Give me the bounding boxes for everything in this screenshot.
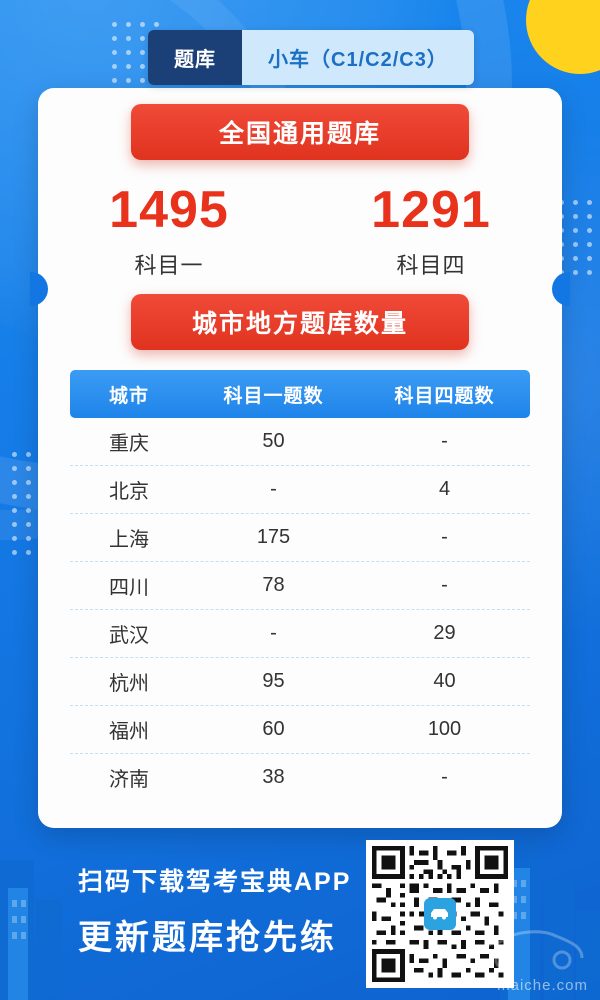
cell-subject-one: - xyxy=(270,478,277,500)
table-header-row: 城市 科目一题数 科目四题数 xyxy=(70,370,530,418)
footer-line-1: 扫码下载驾考宝典APP xyxy=(78,868,352,896)
stat-number: 1291 xyxy=(371,181,491,239)
cell-city: 武汉 xyxy=(109,625,149,647)
cell-city: 重庆 xyxy=(109,433,149,455)
dot-grid-right xyxy=(559,200,592,275)
cell-subject-one: 60 xyxy=(262,718,285,740)
cell-subject-one: - xyxy=(270,622,277,644)
ribbon-city-bank: 城市地方题库数量 xyxy=(131,294,469,350)
footer-text-block: 扫码下载驾考宝典APP 更新题库抢先练 xyxy=(78,862,351,959)
table-header-subject-four: 科目四题数 xyxy=(394,385,495,407)
cell-subject-four: 4 xyxy=(438,478,451,500)
cell-subject-one: 95 xyxy=(262,670,285,692)
stat-subject-one: 1495 科目一 xyxy=(38,184,300,280)
cell-subject-four: 100 xyxy=(427,718,462,740)
cell-subject-four: - xyxy=(441,430,448,452)
cell-subject-four: 40 xyxy=(433,670,456,692)
tab-car-class[interactable]: 小车（C1/C2/C3） xyxy=(242,30,474,85)
cell-subject-one: 50 xyxy=(262,430,285,452)
stat-label: 科目一 xyxy=(134,253,204,278)
cell-subject-one: 78 xyxy=(262,574,285,596)
cell-subject-one: 38 xyxy=(262,766,285,788)
table-row: 重庆 50 - xyxy=(70,418,530,466)
watermark-car-icon xyxy=(476,930,584,970)
card-notch-left xyxy=(30,272,48,306)
table-row: 上海 175 - xyxy=(70,514,530,562)
content-card: 全国通用题库 1495 科目一 1291 科目四 城市地方题库数量 城市 科目一… xyxy=(38,88,562,828)
cell-subject-four: - xyxy=(441,526,448,548)
city-question-table: 城市 科目一题数 科目四题数 重庆 50 - 北京 - 4 上海 175 - 四… xyxy=(70,370,530,801)
table-row: 福州 60 100 xyxy=(70,706,530,754)
stat-label: 科目四 xyxy=(396,253,466,278)
cell-city: 杭州 xyxy=(109,673,149,695)
stat-subject-four: 1291 科目四 xyxy=(300,184,562,280)
cell-subject-one: 175 xyxy=(256,526,291,548)
card-notch-right xyxy=(552,272,570,306)
yellow-circle-decoration xyxy=(526,0,600,74)
table-row: 济南 38 - xyxy=(70,754,530,801)
qr-center-logo xyxy=(424,898,456,930)
stats-row: 1495 科目一 1291 科目四 xyxy=(38,184,562,280)
cell-subject-four: - xyxy=(441,574,448,596)
tab-question-bank[interactable]: 题库 xyxy=(148,30,242,85)
cell-city: 济南 xyxy=(109,769,149,791)
footer-line-2: 更新题库抢先练 xyxy=(78,919,337,957)
table-row: 四川 78 - xyxy=(70,562,530,610)
qr-code[interactable] xyxy=(366,840,514,988)
car-icon xyxy=(431,909,448,920)
table-row: 杭州 95 40 xyxy=(70,658,530,706)
footer-banner: 扫码下载驾考宝典APP 更新题库抢先练 xyxy=(0,828,600,1000)
cell-city: 福州 xyxy=(109,721,149,743)
cell-city: 四川 xyxy=(109,577,149,599)
table-row: 北京 - 4 xyxy=(70,466,530,514)
ribbon-national-bank: 全国通用题库 xyxy=(131,104,469,160)
table-header-city: 城市 xyxy=(108,385,149,407)
stat-number: 1495 xyxy=(109,181,229,239)
table-header-subject-one: 科目一题数 xyxy=(223,385,324,407)
watermark-text: maiche.com xyxy=(497,977,588,994)
table-row: 武汉 - 29 xyxy=(70,610,530,658)
cell-city: 上海 xyxy=(109,529,149,551)
cell-subject-four: - xyxy=(441,766,448,788)
cell-subject-four: 29 xyxy=(433,622,456,644)
cell-city: 北京 xyxy=(109,481,149,503)
tab-bar[interactable]: 题库 小车（C1/C2/C3） xyxy=(148,30,474,85)
